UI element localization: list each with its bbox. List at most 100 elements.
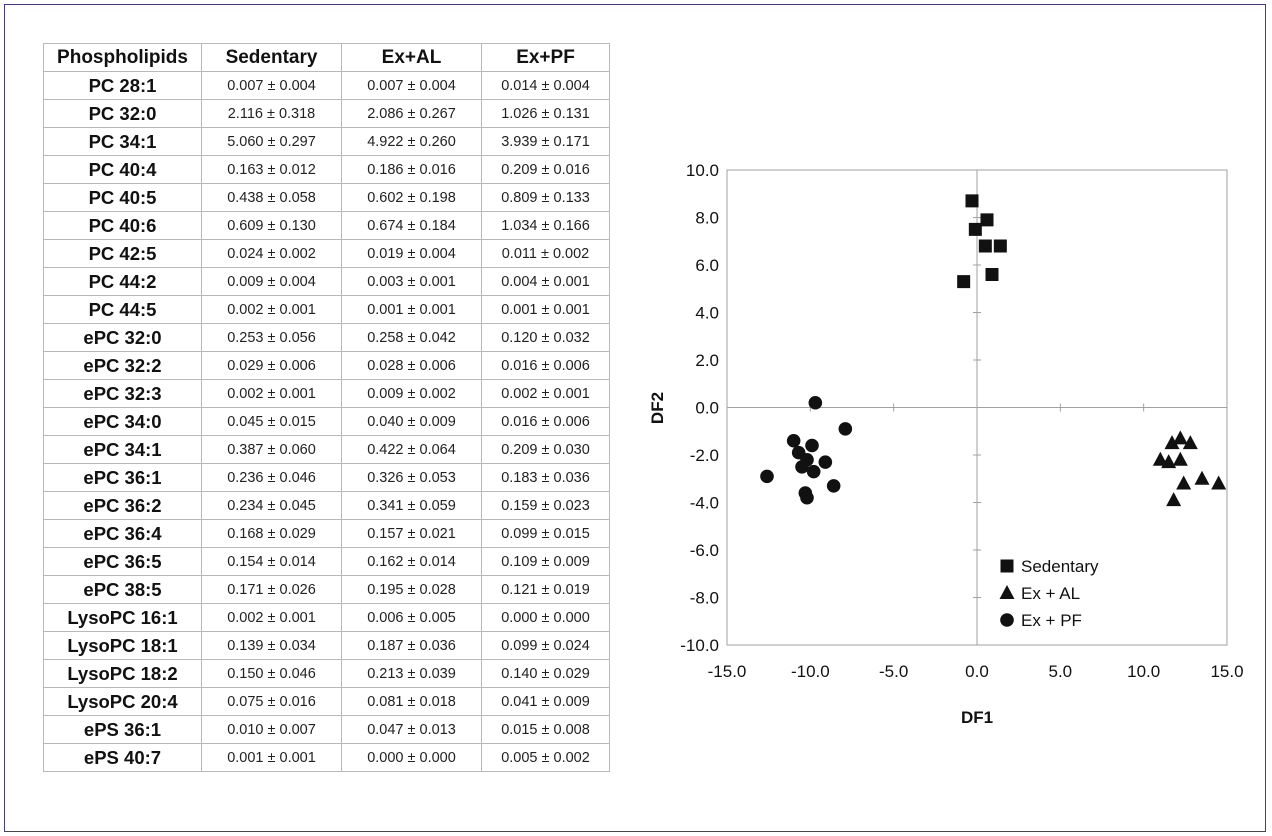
ex-al-value-cell: 0.186 ± 0.016 (342, 156, 482, 184)
phospholipid-name-cell: PC 44:2 (44, 268, 202, 296)
ex-al-value-cell: 0.000 ± 0.000 (342, 744, 482, 772)
ex-pf-value-cell: 0.002 ± 0.001 (482, 380, 610, 408)
ex-al-value-cell: 4.922 ± 0.260 (342, 128, 482, 156)
y-tick-label: -10.0 (680, 636, 719, 655)
table-row: LysoPC 16:1 0.002 ± 0.001 0.006 ± 0.005 0.0… (44, 604, 610, 632)
table-row: ePS 36:1 0.010 ± 0.007 0.047 ± 0.013 0.015 … (44, 716, 610, 744)
phospholipid-name-cell: LysoPC 18:1 (44, 632, 202, 660)
table-row: LysoPC 20:4 0.075 ± 0.016 0.081 ± 0.018 0.0… (44, 688, 610, 716)
x-tick-label: 0.0 (965, 662, 989, 681)
table-row: ePC 34:0 0.045 ± 0.015 0.040 ± 0.009 0.016 … (44, 408, 610, 436)
triangle-point (1195, 471, 1210, 485)
phospholipid-name-cell: ePC 36:5 (44, 548, 202, 576)
data-points (760, 194, 1226, 506)
square-point (994, 240, 1007, 253)
table-row: ePC 36:2 0.234 ± 0.045 0.341 ± 0.059 0.159 … (44, 492, 610, 520)
sedentary-value-cell: 0.387 ± 0.060 (202, 436, 342, 464)
ex-al-value-cell: 0.047 ± 0.013 (342, 716, 482, 744)
circle-point (807, 465, 821, 479)
phospholipid-name-cell: ePC 36:1 (44, 464, 202, 492)
ex-al-value-cell: 0.162 ± 0.014 (342, 548, 482, 576)
ex-pf-value-cell: 0.140 ± 0.029 (482, 660, 610, 688)
circle-point (839, 422, 853, 436)
y-tick-label: 2.0 (695, 351, 719, 370)
legend-label: Sedentary (1021, 557, 1099, 576)
ex-pf-value-cell: 0.015 ± 0.008 (482, 716, 610, 744)
table-row: PC 44:2 0.009 ± 0.004 0.003 ± 0.001 0.004 ±… (44, 268, 610, 296)
triangle-point (1166, 492, 1181, 506)
table-header-row: Phospholipids Sedentary Ex+AL Ex+PF (44, 44, 610, 72)
ex-pf-value-cell: 0.005 ± 0.002 (482, 744, 610, 772)
sedentary-value-cell: 0.001 ± 0.001 (202, 744, 342, 772)
square-point (969, 223, 982, 236)
phospholipid-name-cell: ePC 34:1 (44, 436, 202, 464)
ex-al-value-cell: 0.187 ± 0.036 (342, 632, 482, 660)
table-row: ePC 36:4 0.168 ± 0.029 0.157 ± 0.021 0.099 … (44, 520, 610, 548)
phospholipid-name-cell: ePC 36:4 (44, 520, 202, 548)
ex-al-value-cell: 0.213 ± 0.039 (342, 660, 482, 688)
ex-al-value-cell: 0.006 ± 0.005 (342, 604, 482, 632)
sedentary-value-cell: 2.116 ± 0.318 (202, 100, 342, 128)
ex-pf-value-cell: 0.099 ± 0.024 (482, 632, 610, 660)
circle-point (800, 491, 814, 505)
y-axis-label: DF2 (648, 392, 667, 424)
sedentary-value-cell: 0.171 ± 0.026 (202, 576, 342, 604)
sedentary-value-cell: 0.002 ± 0.001 (202, 380, 342, 408)
phospholipid-name-cell: PC 32:0 (44, 100, 202, 128)
square-point (966, 194, 979, 207)
legend-label: Ex + AL (1021, 584, 1080, 603)
phospholipid-name-cell: PC 40:6 (44, 212, 202, 240)
square-point (986, 268, 999, 281)
sedentary-value-cell: 0.154 ± 0.014 (202, 548, 342, 576)
ex-pf-value-cell: 0.016 ± 0.006 (482, 352, 610, 380)
table-row: ePC 32:2 0.029 ± 0.006 0.028 ± 0.006 0.016 … (44, 352, 610, 380)
sedentary-value-cell: 0.045 ± 0.015 (202, 408, 342, 436)
ex-al-value-cell: 0.258 ± 0.042 (342, 324, 482, 352)
ex-al-value-cell: 0.674 ± 0.184 (342, 212, 482, 240)
ex-pf-value-cell: 0.000 ± 0.000 (482, 604, 610, 632)
sedentary-value-cell: 0.139 ± 0.034 (202, 632, 342, 660)
phospholipid-name-cell: PC 28:1 (44, 72, 202, 100)
ex-al-value-cell: 0.081 ± 0.018 (342, 688, 482, 716)
table-row: ePS 40:7 0.001 ± 0.001 0.000 ± 0.000 0.005 … (44, 744, 610, 772)
phospholipid-name-cell: ePS 40:7 (44, 744, 202, 772)
phospholipid-name-cell: LysoPC 16:1 (44, 604, 202, 632)
ex-pf-value-cell: 0.001 ± 0.001 (482, 296, 610, 324)
ex-al-value-cell: 0.326 ± 0.053 (342, 464, 482, 492)
triangle-point (1211, 476, 1226, 490)
table-row: LysoPC 18:2 0.150 ± 0.046 0.213 ± 0.039 0.1… (44, 660, 610, 688)
sedentary-value-cell: 0.163 ± 0.012 (202, 156, 342, 184)
ex-al-value-cell: 0.009 ± 0.002 (342, 380, 482, 408)
square-point (981, 213, 994, 226)
y-tick-label: -6.0 (690, 541, 719, 560)
y-tick-label: 6.0 (695, 256, 719, 275)
x-tick-label: 10.0 (1127, 662, 1160, 681)
triangle-point (1173, 452, 1188, 466)
y-tick-label: -2.0 (690, 446, 719, 465)
table-row: PC 40:4 0.163 ± 0.012 0.186 ± 0.016 0.209 ±… (44, 156, 610, 184)
ex-pf-value-cell: 0.041 ± 0.009 (482, 688, 610, 716)
phospholipid-name-cell: PC 34:1 (44, 128, 202, 156)
table-row: PC 34:1 5.060 ± 0.297 4.922 ± 0.260 3.939 ±… (44, 128, 610, 156)
sedentary-value-cell: 0.002 ± 0.001 (202, 296, 342, 324)
circle-point (795, 460, 809, 474)
ex-pf-value-cell: 0.183 ± 0.036 (482, 464, 610, 492)
phospholipid-name-cell: ePC 36:2 (44, 492, 202, 520)
y-tick-label: 0.0 (695, 399, 719, 418)
y-tick-label: 4.0 (695, 304, 719, 323)
sedentary-value-cell: 0.168 ± 0.029 (202, 520, 342, 548)
phospholipid-name-cell: ePC 38:5 (44, 576, 202, 604)
ex-pf-value-cell: 0.014 ± 0.004 (482, 72, 610, 100)
ex-al-value-cell: 0.003 ± 0.001 (342, 268, 482, 296)
ex-al-value-cell: 0.040 ± 0.009 (342, 408, 482, 436)
phospholipid-table: Phospholipids Sedentary Ex+AL Ex+PF PC 2… (43, 43, 610, 772)
circle-point (805, 439, 819, 453)
ex-al-value-cell: 0.001 ± 0.001 (342, 296, 482, 324)
triangle-point (1176, 476, 1191, 490)
header-ex-al: Ex+AL (342, 44, 482, 72)
table-row: ePC 36:1 0.236 ± 0.046 0.326 ± 0.053 0.183 … (44, 464, 610, 492)
table-row: PC 42:5 0.024 ± 0.002 0.019 ± 0.004 0.011 ±… (44, 240, 610, 268)
x-tick-label: -10.0 (791, 662, 830, 681)
table-row: PC 32:0 2.116 ± 0.318 2.086 ± 0.267 1.026 ±… (44, 100, 610, 128)
x-tick-label: -15.0 (708, 662, 747, 681)
